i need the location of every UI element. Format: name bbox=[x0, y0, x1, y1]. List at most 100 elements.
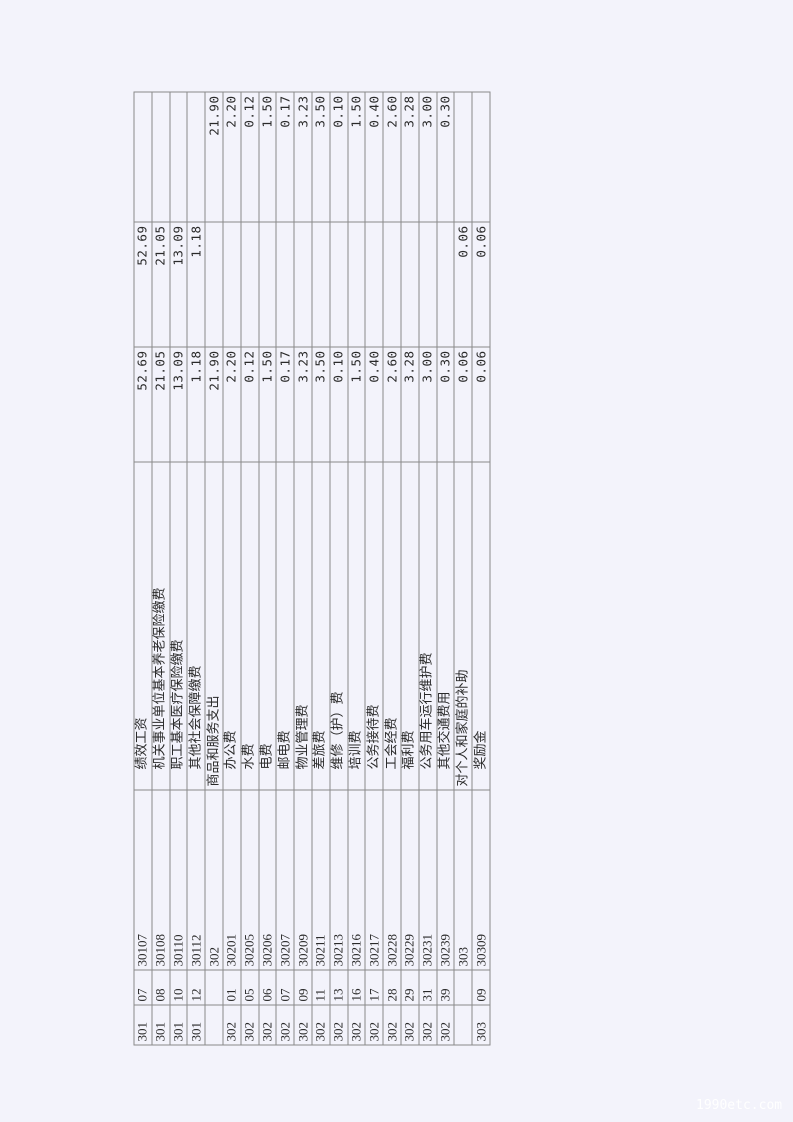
total-amount-cell: 21.90 bbox=[205, 347, 223, 462]
class-code-cell: 302 bbox=[400, 1005, 419, 1045]
table-row: 302 17 30217 公务接待费 0.40 0.40 bbox=[365, 92, 384, 1045]
subject-code-cell: 30228 bbox=[383, 790, 401, 970]
total-amount-cell: 52.69 bbox=[134, 347, 152, 462]
subject-code-cell: 30205 bbox=[240, 790, 259, 970]
class-code-cell: 301 bbox=[151, 1005, 170, 1045]
table-row: 302 13 30213 维修（护）费 0.10 0.10 bbox=[329, 92, 348, 1045]
subject-name-cell: 福利费 bbox=[400, 462, 419, 790]
public-expenditure-cell: 0.12 bbox=[240, 92, 259, 222]
total-amount-cell: 21.05 bbox=[151, 347, 170, 462]
basic-expenditure-cell: 1.18 bbox=[187, 222, 206, 347]
total-amount-cell: 0.06 bbox=[454, 347, 473, 462]
subject-code-cell: 30108 bbox=[151, 790, 170, 970]
total-amount-cell: 1.50 bbox=[347, 347, 366, 462]
subject-name-cell: 商品和服务支出 bbox=[205, 462, 223, 790]
subject-code-cell: 30213 bbox=[329, 790, 348, 970]
subject-code-cell: 30209 bbox=[294, 790, 312, 970]
item-code-cell: 07 bbox=[276, 970, 295, 1005]
public-expenditure-cell: 3.28 bbox=[400, 92, 419, 222]
subject-name-cell: 电费 bbox=[258, 462, 277, 790]
total-amount-cell: 0.10 bbox=[329, 347, 348, 462]
basic-expenditure-cell bbox=[276, 222, 295, 347]
public-expenditure-cell bbox=[187, 92, 206, 222]
item-code-cell: 12 bbox=[187, 970, 206, 1005]
table-row: 302 28 30228 工会经费 2.60 2.60 bbox=[383, 92, 401, 1045]
table-row: 302 01 30201 办公费 2.20 2.20 bbox=[222, 92, 241, 1045]
total-amount-cell: 0.17 bbox=[276, 347, 295, 462]
subject-code-cell: 30207 bbox=[276, 790, 295, 970]
table-row: 303 对个人和家庭的补助 0.06 0.06 bbox=[454, 92, 473, 1045]
public-expenditure-cell: 3.23 bbox=[294, 92, 312, 222]
basic-expenditure-cell bbox=[294, 222, 312, 347]
table-row: 301 12 30112 其他社会保障缴费 1.18 1.18 bbox=[187, 92, 206, 1045]
item-code-cell: 06 bbox=[258, 970, 277, 1005]
subject-code-cell: 30201 bbox=[222, 790, 241, 970]
subject-code-cell: 303 bbox=[454, 790, 473, 970]
basic-expenditure-cell bbox=[258, 222, 277, 347]
public-expenditure-cell bbox=[472, 92, 490, 222]
total-amount-cell: 0.12 bbox=[240, 347, 259, 462]
total-amount-cell: 3.50 bbox=[311, 347, 330, 462]
basic-expenditure-cell bbox=[311, 222, 330, 347]
watermark: 1990etc.com bbox=[696, 1098, 783, 1113]
basic-expenditure-cell bbox=[205, 222, 223, 347]
subject-code-cell: 30206 bbox=[258, 790, 277, 970]
class-code-cell: 303 bbox=[472, 1005, 490, 1045]
table-row: 301 07 30107 绩效工资 52.69 52.69 bbox=[134, 92, 152, 1045]
class-code-cell: 302 bbox=[294, 1005, 312, 1045]
subject-name-cell: 奖励金 bbox=[472, 462, 490, 790]
subject-name-cell: 差旅费 bbox=[311, 462, 330, 790]
table-row: 302 06 30206 电费 1.50 1.50 bbox=[258, 92, 277, 1045]
basic-expenditure-cell: 0.06 bbox=[472, 222, 490, 347]
subject-code-cell: 30216 bbox=[347, 790, 366, 970]
class-code-cell bbox=[454, 1005, 473, 1045]
public-expenditure-cell: 1.50 bbox=[258, 92, 277, 222]
class-code-cell: 302 bbox=[383, 1005, 401, 1045]
table-row: 301 10 30110 职工基本医疗保险缴费 13.09 13.09 bbox=[169, 92, 188, 1045]
basic-expenditure-cell bbox=[418, 222, 437, 347]
subject-code-cell: 30112 bbox=[187, 790, 206, 970]
basic-expenditure-cell: 21.05 bbox=[151, 222, 170, 347]
basic-expenditure-cell bbox=[436, 222, 455, 347]
item-code-cell: 29 bbox=[400, 970, 419, 1005]
subject-name-cell: 水费 bbox=[240, 462, 259, 790]
table-row: 302 09 30209 物业管理费 3.23 3.23 bbox=[294, 92, 312, 1045]
item-code-cell: 07 bbox=[134, 970, 152, 1005]
class-code-cell: 302 bbox=[222, 1005, 241, 1045]
subject-name-cell: 维修（护）费 bbox=[329, 462, 348, 790]
item-code-cell: 39 bbox=[436, 970, 455, 1005]
subject-name-cell: 绩效工资 bbox=[134, 462, 152, 790]
total-amount-cell: 2.20 bbox=[222, 347, 241, 462]
total-amount-cell: 0.40 bbox=[365, 347, 384, 462]
basic-expenditure-cell bbox=[400, 222, 419, 347]
public-expenditure-cell bbox=[151, 92, 170, 222]
item-code-cell bbox=[205, 970, 223, 1005]
subject-code-cell: 30110 bbox=[169, 790, 188, 970]
subject-code-cell: 30217 bbox=[365, 790, 384, 970]
table-row: 302 16 30216 培训费 1.50 1.50 bbox=[347, 92, 366, 1045]
class-code-cell: 302 bbox=[436, 1005, 455, 1045]
class-code-cell: 302 bbox=[240, 1005, 259, 1045]
class-code-cell: 302 bbox=[258, 1005, 277, 1045]
table-row: 302 05 30205 水费 0.12 0.12 bbox=[240, 92, 259, 1045]
item-code-cell: 08 bbox=[151, 970, 170, 1005]
class-code-cell: 301 bbox=[134, 1005, 152, 1045]
rotated-table-page: 301 07 30107 绩效工资 52.69 52.69 301 08 30108 机关事业单位… bbox=[134, 92, 490, 1046]
item-code-cell bbox=[454, 970, 473, 1005]
public-expenditure-cell: 0.30 bbox=[436, 92, 455, 222]
class-code-cell bbox=[205, 1005, 223, 1045]
subject-name-cell: 物业管理费 bbox=[294, 462, 312, 790]
subject-name-cell: 职工基本医疗保险缴费 bbox=[169, 462, 188, 790]
basic-expenditure-cell bbox=[383, 222, 401, 347]
public-expenditure-cell bbox=[134, 92, 152, 222]
item-code-cell: 09 bbox=[294, 970, 312, 1005]
item-code-cell: 16 bbox=[347, 970, 366, 1005]
item-code-cell: 31 bbox=[418, 970, 437, 1005]
class-code-cell: 302 bbox=[276, 1005, 295, 1045]
total-amount-cell: 13.09 bbox=[169, 347, 188, 462]
item-code-cell: 09 bbox=[472, 970, 490, 1005]
subject-code-cell: 30211 bbox=[311, 790, 330, 970]
class-code-cell: 301 bbox=[169, 1005, 188, 1045]
class-code-cell: 302 bbox=[418, 1005, 437, 1045]
table-row: 302 29 30229 福利费 3.28 3.28 bbox=[400, 92, 419, 1045]
